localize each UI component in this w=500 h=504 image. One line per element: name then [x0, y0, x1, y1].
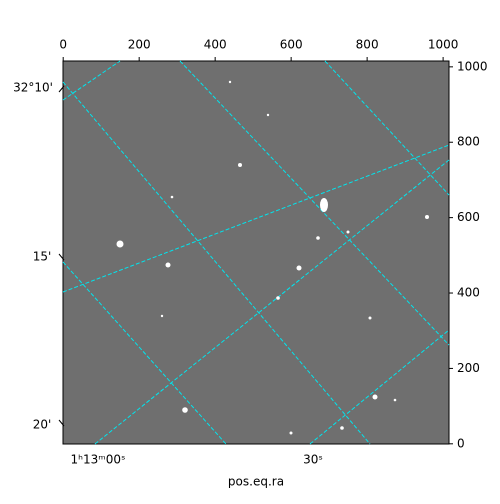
x-tick-label: 800: [356, 38, 379, 52]
y-tick-label: 200: [457, 361, 480, 375]
x-tick-label: 0: [59, 38, 67, 52]
y-tick-label: 800: [457, 135, 480, 149]
dec-tick-marks: [58, 85, 65, 427]
y-tick-label: 400: [457, 286, 480, 300]
x-tick-label: 400: [204, 38, 227, 52]
y-tick-label: 0: [457, 436, 465, 450]
coordinate-grid: [62, 60, 450, 445]
x-tick-label: 600: [280, 38, 303, 52]
ra-tick-label: 1ʰ13ᵐ00ˢ: [71, 453, 126, 467]
dec-tick-label: 20': [33, 418, 52, 432]
x-tick-label: 200: [128, 38, 151, 52]
y-tick-label: 600: [457, 210, 480, 224]
dec-tick-label: 32°10': [13, 81, 53, 95]
y-tick-label: 1000: [457, 59, 488, 73]
image-frame: [62, 60, 450, 445]
x-tick-label: 1000: [428, 38, 459, 52]
dec-tick-label: 15': [33, 250, 52, 264]
stars: [116, 80, 429, 435]
ra-tick-label: 30ˢ: [303, 453, 323, 467]
x-axis-label: pos.eq.ra: [228, 475, 284, 489]
